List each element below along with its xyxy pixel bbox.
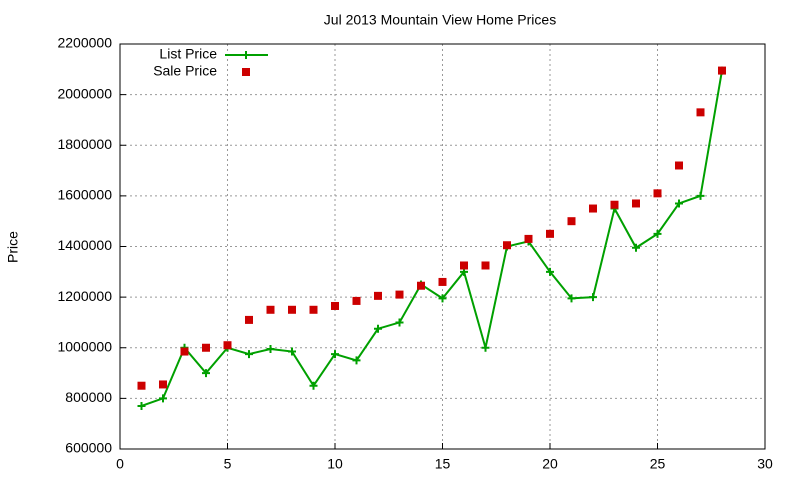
data-point <box>223 341 232 350</box>
data-point <box>395 318 404 327</box>
y-axis-label: Price <box>5 231 21 263</box>
data-point <box>245 350 253 359</box>
data-point <box>309 381 318 390</box>
data-point <box>137 401 146 410</box>
data-point <box>331 301 339 310</box>
y-tick-label: 1400000 <box>57 237 112 253</box>
legend-label: List Price <box>159 46 217 62</box>
plot-frame <box>119 43 766 450</box>
data-point <box>159 394 167 403</box>
data-point <box>245 315 253 324</box>
data-point <box>589 204 597 213</box>
data-point <box>438 277 447 286</box>
y-tick-label: 2000000 <box>57 85 112 101</box>
data-point <box>460 261 468 270</box>
x-tick-label: 20 <box>542 456 558 472</box>
data-point <box>374 324 382 333</box>
data-point <box>610 200 619 209</box>
data-point <box>546 267 554 276</box>
data-point <box>653 189 662 198</box>
y-tick-label: 1800000 <box>57 136 112 152</box>
data-point <box>481 261 490 270</box>
data-point <box>137 381 146 390</box>
data-point <box>567 294 576 303</box>
data-point <box>696 108 705 117</box>
data-point <box>503 241 511 250</box>
data-point <box>417 281 425 290</box>
data-point <box>546 229 554 238</box>
legend-marker <box>242 51 250 59</box>
data-point <box>352 356 361 365</box>
data-point <box>589 293 597 302</box>
x-tick-label: 10 <box>327 456 343 472</box>
x-tick-label: 5 <box>224 456 232 472</box>
data-point <box>202 369 210 378</box>
data-point <box>653 229 662 238</box>
y-tick-label: 1600000 <box>57 187 112 203</box>
x-tick-label: 15 <box>435 456 451 472</box>
x-tick-label: 30 <box>757 456 773 472</box>
data-point <box>288 305 296 314</box>
data-point <box>567 217 576 226</box>
data-point <box>266 305 275 314</box>
y-tick-label: 1000000 <box>57 338 112 354</box>
y-tick-label: 800000 <box>65 389 112 405</box>
data-point <box>331 350 339 359</box>
data-point <box>675 161 683 170</box>
data-point <box>524 234 533 243</box>
y-tick-label: 1200000 <box>57 288 112 304</box>
data-point <box>159 380 167 389</box>
data-point <box>438 294 447 303</box>
series-line <box>141 70 723 407</box>
data-point <box>180 347 189 356</box>
data-point <box>481 343 490 352</box>
data-point <box>374 291 382 300</box>
data-point <box>395 290 404 299</box>
data-point <box>718 66 726 75</box>
data-point <box>352 296 361 305</box>
chart-title: Jul 2013 Mountain View Home Prices <box>324 12 556 28</box>
data-point <box>266 345 275 354</box>
y-tick-label: 2200000 <box>57 35 112 51</box>
x-tick-label: 25 <box>650 456 666 472</box>
legend-label: Sale Price <box>153 63 217 79</box>
data-point <box>309 305 318 314</box>
data-point <box>288 347 296 356</box>
data-point <box>202 343 210 352</box>
data-point <box>632 243 640 252</box>
x-tick-label: 0 <box>116 456 124 472</box>
data-point <box>696 191 705 200</box>
legend-marker <box>242 68 250 76</box>
data-point <box>675 199 683 208</box>
y-tick-label: 600000 <box>65 440 112 456</box>
data-point <box>632 199 640 208</box>
